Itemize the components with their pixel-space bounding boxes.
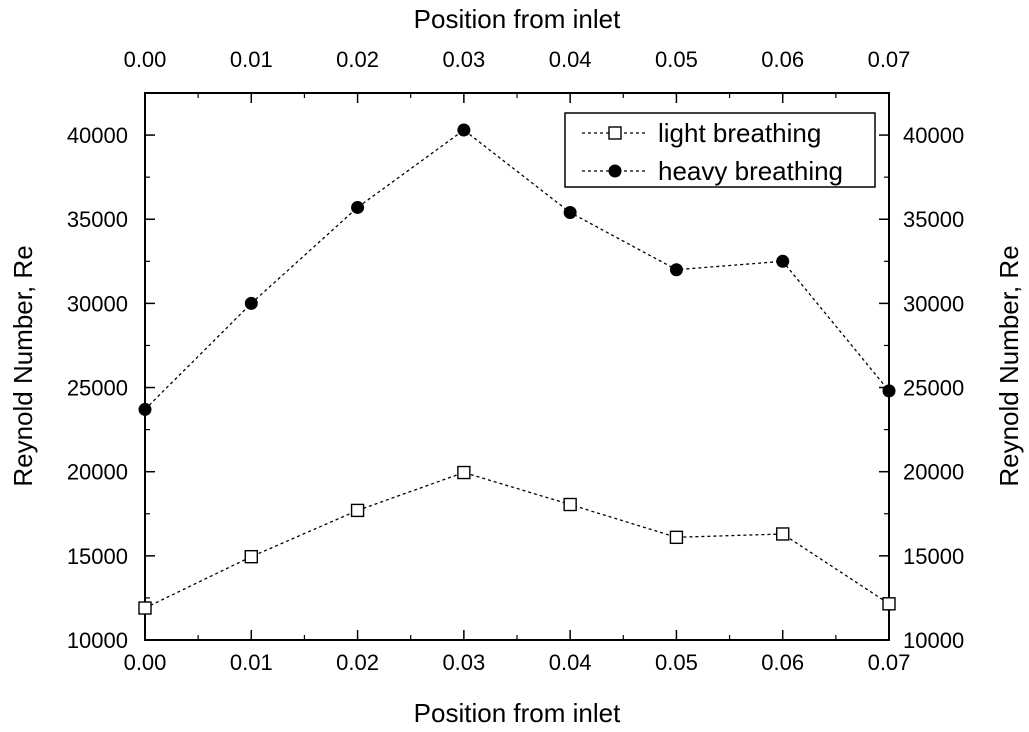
x-tick-label-bottom: 0.03 (442, 650, 485, 675)
x-tick-label-top: 0.04 (549, 47, 592, 72)
y-tick-label-left: 15000 (67, 544, 128, 569)
data-point-heavy-breathing (776, 254, 790, 268)
y-tick-label-right: 20000 (903, 460, 964, 485)
data-point-heavy-breathing (882, 384, 896, 398)
legend-marker-heavy-breathing (608, 164, 622, 178)
x-axis-ticks: 0.00 0.00 0.01 0.01 0.02 0.02 0.03 0.03 0.04 0.04… (124, 47, 911, 675)
series-line-light-breathing (144, 471, 890, 609)
data-point-light-breathing (669, 530, 684, 545)
series-layer (138, 123, 896, 615)
y-axis-title-left: Reynold Number, Re (8, 245, 38, 486)
y-tick-label-left: 10000 (67, 628, 128, 653)
x-tick-label-top: 0.02 (336, 47, 379, 72)
data-point-heavy-breathing (669, 263, 683, 277)
x-tick-label-top: 0.01 (230, 47, 273, 72)
data-point-heavy-breathing (563, 205, 577, 219)
y-tick-label-right: 30000 (903, 291, 964, 316)
data-point-light-breathing (244, 549, 258, 564)
y-tick-label-left: 25000 (67, 376, 128, 401)
y-tick-label-left: 30000 (67, 291, 128, 316)
x-tick-label-bottom: 0.06 (761, 650, 804, 675)
y-tick-label-right: 25000 (903, 376, 964, 401)
series-line-heavy-breathing (144, 129, 890, 410)
data-point-light-breathing (776, 527, 790, 541)
data-point-heavy-breathing (244, 296, 258, 310)
x-tick-label-bottom: 0.02 (336, 650, 379, 675)
data-point-heavy-breathing (351, 200, 365, 214)
x-tick-label-bottom: 0.00 (124, 650, 167, 675)
y-axis-title-right: Reynold Number, Re (994, 245, 1024, 486)
legend: light breathing heavy breathing (564, 112, 876, 188)
x-tick-label-bottom: 0.01 (230, 650, 273, 675)
y-tick-label-right: 15000 (903, 544, 964, 569)
x-tick-label-top: 0.06 (761, 47, 804, 72)
data-point-light-breathing (457, 465, 471, 480)
x-tick-label-bottom: 0.07 (868, 650, 911, 675)
y-tick-label-right: 10000 (903, 628, 964, 653)
y-tick-label-left: 35000 (67, 207, 128, 232)
data-point-light-breathing (882, 597, 896, 611)
x-tick-label-top: 0.03 (442, 47, 485, 72)
x-tick-label-top: 0.00 (124, 47, 167, 72)
x-tick-label-bottom: 0.05 (655, 650, 698, 675)
y-tick-label-right: 40000 (903, 123, 964, 148)
y-axis-ticks: 10000 10000 15000 15000 20000 20000 25000 25000… (67, 123, 964, 653)
data-point-heavy-breathing (138, 402, 152, 416)
x-tick-label-top: 0.07 (868, 47, 911, 72)
x-tick-label-top: 0.05 (655, 47, 698, 72)
x-tick-label-bottom: 0.04 (549, 650, 592, 675)
x-axis-title-top: Position from inlet (414, 4, 621, 34)
y-tick-label-right: 35000 (903, 207, 964, 232)
legend-label-heavy-breathing: heavy breathing (658, 156, 843, 186)
data-point-light-breathing (138, 601, 152, 615)
y-tick-label-left: 40000 (67, 123, 128, 148)
y-tick-label-left: 20000 (67, 460, 128, 485)
legend-label-light-breathing: light breathing (658, 118, 821, 148)
data-point-light-breathing (563, 497, 577, 512)
x-axis-title-bottom: Position from inlet (414, 698, 621, 728)
data-point-heavy-breathing (457, 123, 471, 137)
data-point-light-breathing (350, 503, 365, 518)
legend-marker-light-breathing (608, 126, 622, 140)
